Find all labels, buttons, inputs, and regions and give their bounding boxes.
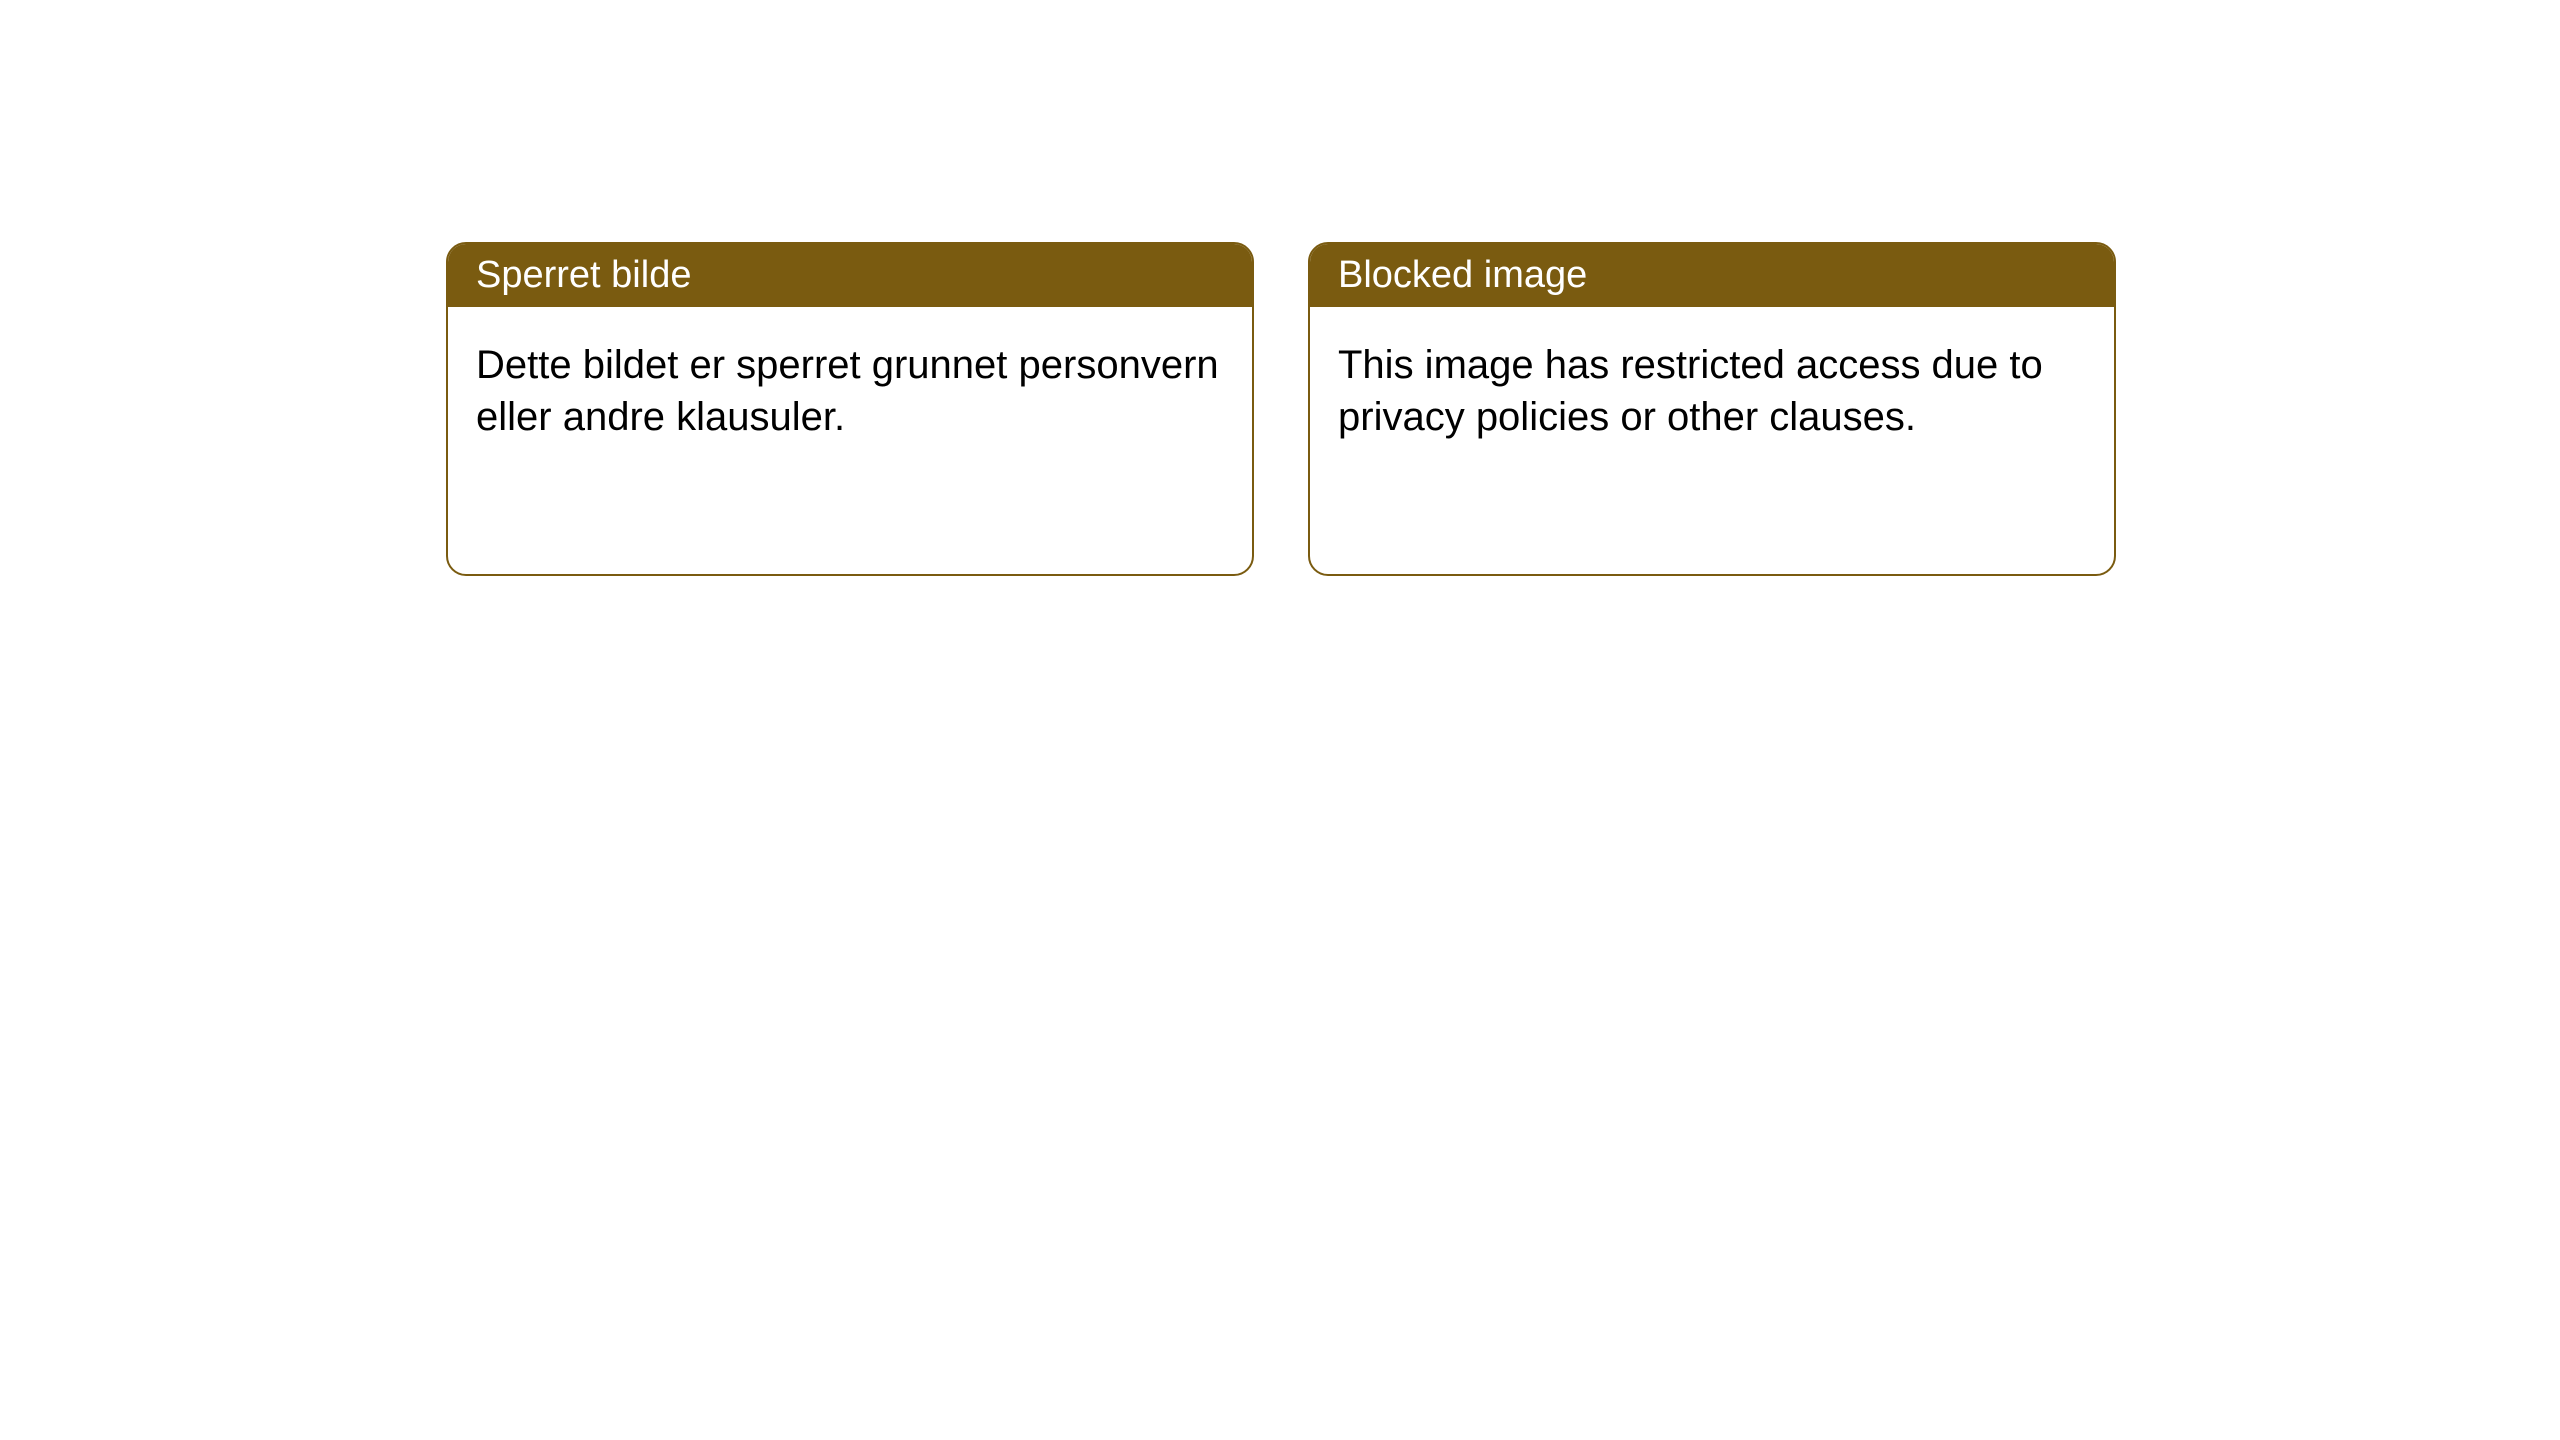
- card-body-en: This image has restricted access due to …: [1310, 307, 2114, 475]
- blocked-image-card-no: Sperret bilde Dette bildet er sperret gr…: [446, 242, 1254, 576]
- card-title-no: Sperret bilde: [476, 254, 691, 296]
- notice-container: Sperret bilde Dette bildet er sperret gr…: [0, 0, 2560, 576]
- card-header-no: Sperret bilde: [448, 244, 1252, 307]
- card-body-no: Dette bildet er sperret grunnet personve…: [448, 307, 1252, 475]
- card-message-no: Dette bildet er sperret grunnet personve…: [476, 343, 1219, 439]
- card-header-en: Blocked image: [1310, 244, 2114, 307]
- card-message-en: This image has restricted access due to …: [1338, 343, 2043, 439]
- blocked-image-card-en: Blocked image This image has restricted …: [1308, 242, 2116, 576]
- card-title-en: Blocked image: [1338, 254, 1587, 296]
